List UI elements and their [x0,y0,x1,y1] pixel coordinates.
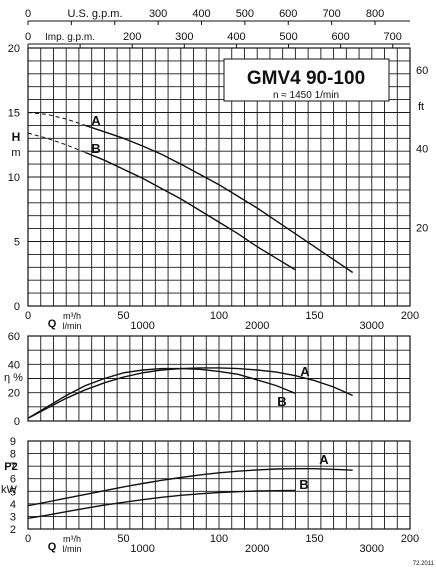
x-tick-label-m3h-3: 50 [117,533,129,545]
top-axis-impgpm: 0 200 300 400 500 600 700 Imp. g.p.m. [25,31,410,48]
power-curve-B [27,489,296,519]
y-tick-label-power: 3 [10,511,16,523]
y-tick-label-ft: 40 [416,144,428,156]
top-axis-impgpm-tick-label: 400 [227,31,245,43]
x-axis-label-m3h-3: m³/h [63,534,81,544]
y-tick-label-head: 20 [8,43,20,55]
grid-panel-3 [28,441,410,529]
x-axis-label-q-1: Q [48,318,57,330]
chart-title: GMV4 90-100 [247,68,365,89]
y-tick-label-head: 0 [14,301,20,313]
top-axis-usgpm-label: U.S. g.p.m. [67,8,122,20]
top-axis-impgpm-tick-label: 300 [175,31,193,43]
x-axis-label-q-3: Q [48,541,57,553]
eff-series-label-a: A [300,364,310,379]
head-curve-B [85,151,296,271]
grid-panel-1 [28,48,410,306]
y-axis-label-head: H [12,130,21,144]
x-tick-label-lmin-1: 1000 [130,320,154,332]
x-tick-label-m3h-3: 0 [25,533,31,545]
top-axis-impgpm-tick-label: 600 [331,31,349,43]
x-tick-label-m3h-1: 50 [117,310,129,322]
eff-curve-B [27,367,296,419]
power-curve-A [27,468,353,507]
top-axis-usgpm-tick-label: 400 [192,8,210,20]
y-tick-label-power: 5 [10,486,16,498]
top-axis-usgpm-tick-label: 600 [279,8,297,20]
top-axis-usgpm-tick-label: 0 [25,8,31,20]
x-axis-label-lmin-3: l/min [62,544,81,554]
y-tick-label-head: 10 [8,172,20,184]
head-curve-A [85,124,354,274]
x-tick-label-m3h-3: 200 [401,533,419,545]
top-axis-impgpm-tick-label: 0 [25,31,31,43]
top-axis-usgpm-tick-label: 700 [322,8,340,20]
y-tick-label-eff: 40 [8,359,20,371]
top-axis-usgpm-tick-label: 500 [236,8,254,20]
footer-code: 72.2011 [413,561,435,567]
top-axis-usgpm-tick-label: 300 [149,8,167,20]
y-tick-label-power: 2 [10,524,16,536]
title-box-rect [223,58,390,102]
eff-series-label-b: B [277,394,286,409]
y-axis-label-power: P2 [4,461,17,473]
y-tick-label-eff: 60 [8,331,20,343]
top-axis-impgpm-tick-label: 700 [384,31,402,43]
grid-panel-2 [28,336,410,421]
power-series-label-a: A [319,452,329,467]
y-tick-label-ft: 60 [416,65,428,77]
y-axis-label-power-unit: kW [1,484,18,496]
plot-frame-2 [27,335,411,422]
y-tick-label-head: 15 [8,108,20,120]
chart-subtitle: n ≈ 1450 1/min [273,90,339,101]
y-tick-label-eff: 0 [14,416,20,428]
y-axis-label-head-unit: m [11,147,20,159]
top-axis-impgpm-tick-label: 500 [279,31,297,43]
y-tick-label-eff: 20 [8,388,20,400]
top-axis-impgpm-tick-label: 200 [123,31,141,43]
x-axis-label-lmin-1: l/min [62,321,81,331]
y-tick-label-power: 8 [10,449,16,461]
x-tick-label-m3h-1: 150 [305,310,323,322]
head-curve-A-dashed [27,112,86,126]
power-series-label-b: B [299,477,308,492]
x-tick-label-lmin-3: 1000 [130,543,154,555]
x-tick-label-lmin-3: 2000 [245,543,269,555]
head-series-label-b: B [91,141,100,156]
x-axis-label-m3h-1: m³/h [63,311,81,321]
x-tick-label-m3h-1: 100 [210,310,228,322]
y-tick-label-power: 7 [10,461,16,473]
top-axis-impgpm-label: Imp. g.p.m. [45,32,95,43]
x-tick-label-lmin-3: 3000 [360,543,384,555]
plot-frame-1 [27,47,411,307]
y-tick-label-power: 9 [10,436,16,448]
y-axis-label-eff: η % [4,372,23,384]
top-axis-usgpm-tick-label: 800 [366,8,384,20]
head-curve-B-dashed [27,132,86,153]
plot-frame-3 [27,440,411,530]
x-tick-label-m3h-3: 150 [305,533,323,545]
head-series-label-a: A [91,113,101,128]
y-tick-label-head: 5 [14,237,20,249]
y-tick-label-power: 6 [10,474,16,486]
top-axis-usgpm: 0 300 400 500 600 700 800 U.S. g.p.m. [25,8,410,25]
x-tick-label-lmin-1: 2000 [245,320,269,332]
x-tick-label-m3h-1: 200 [401,310,419,322]
y-axis-label-ft: ft [418,101,424,113]
x-tick-label-m3h-1: 0 [25,310,31,322]
y-tick-label-power: 4 [10,499,16,511]
x-tick-label-lmin-1: 3000 [360,320,384,332]
y-tick-label-ft: 20 [416,222,428,234]
x-tick-label-m3h-3: 100 [210,533,228,545]
